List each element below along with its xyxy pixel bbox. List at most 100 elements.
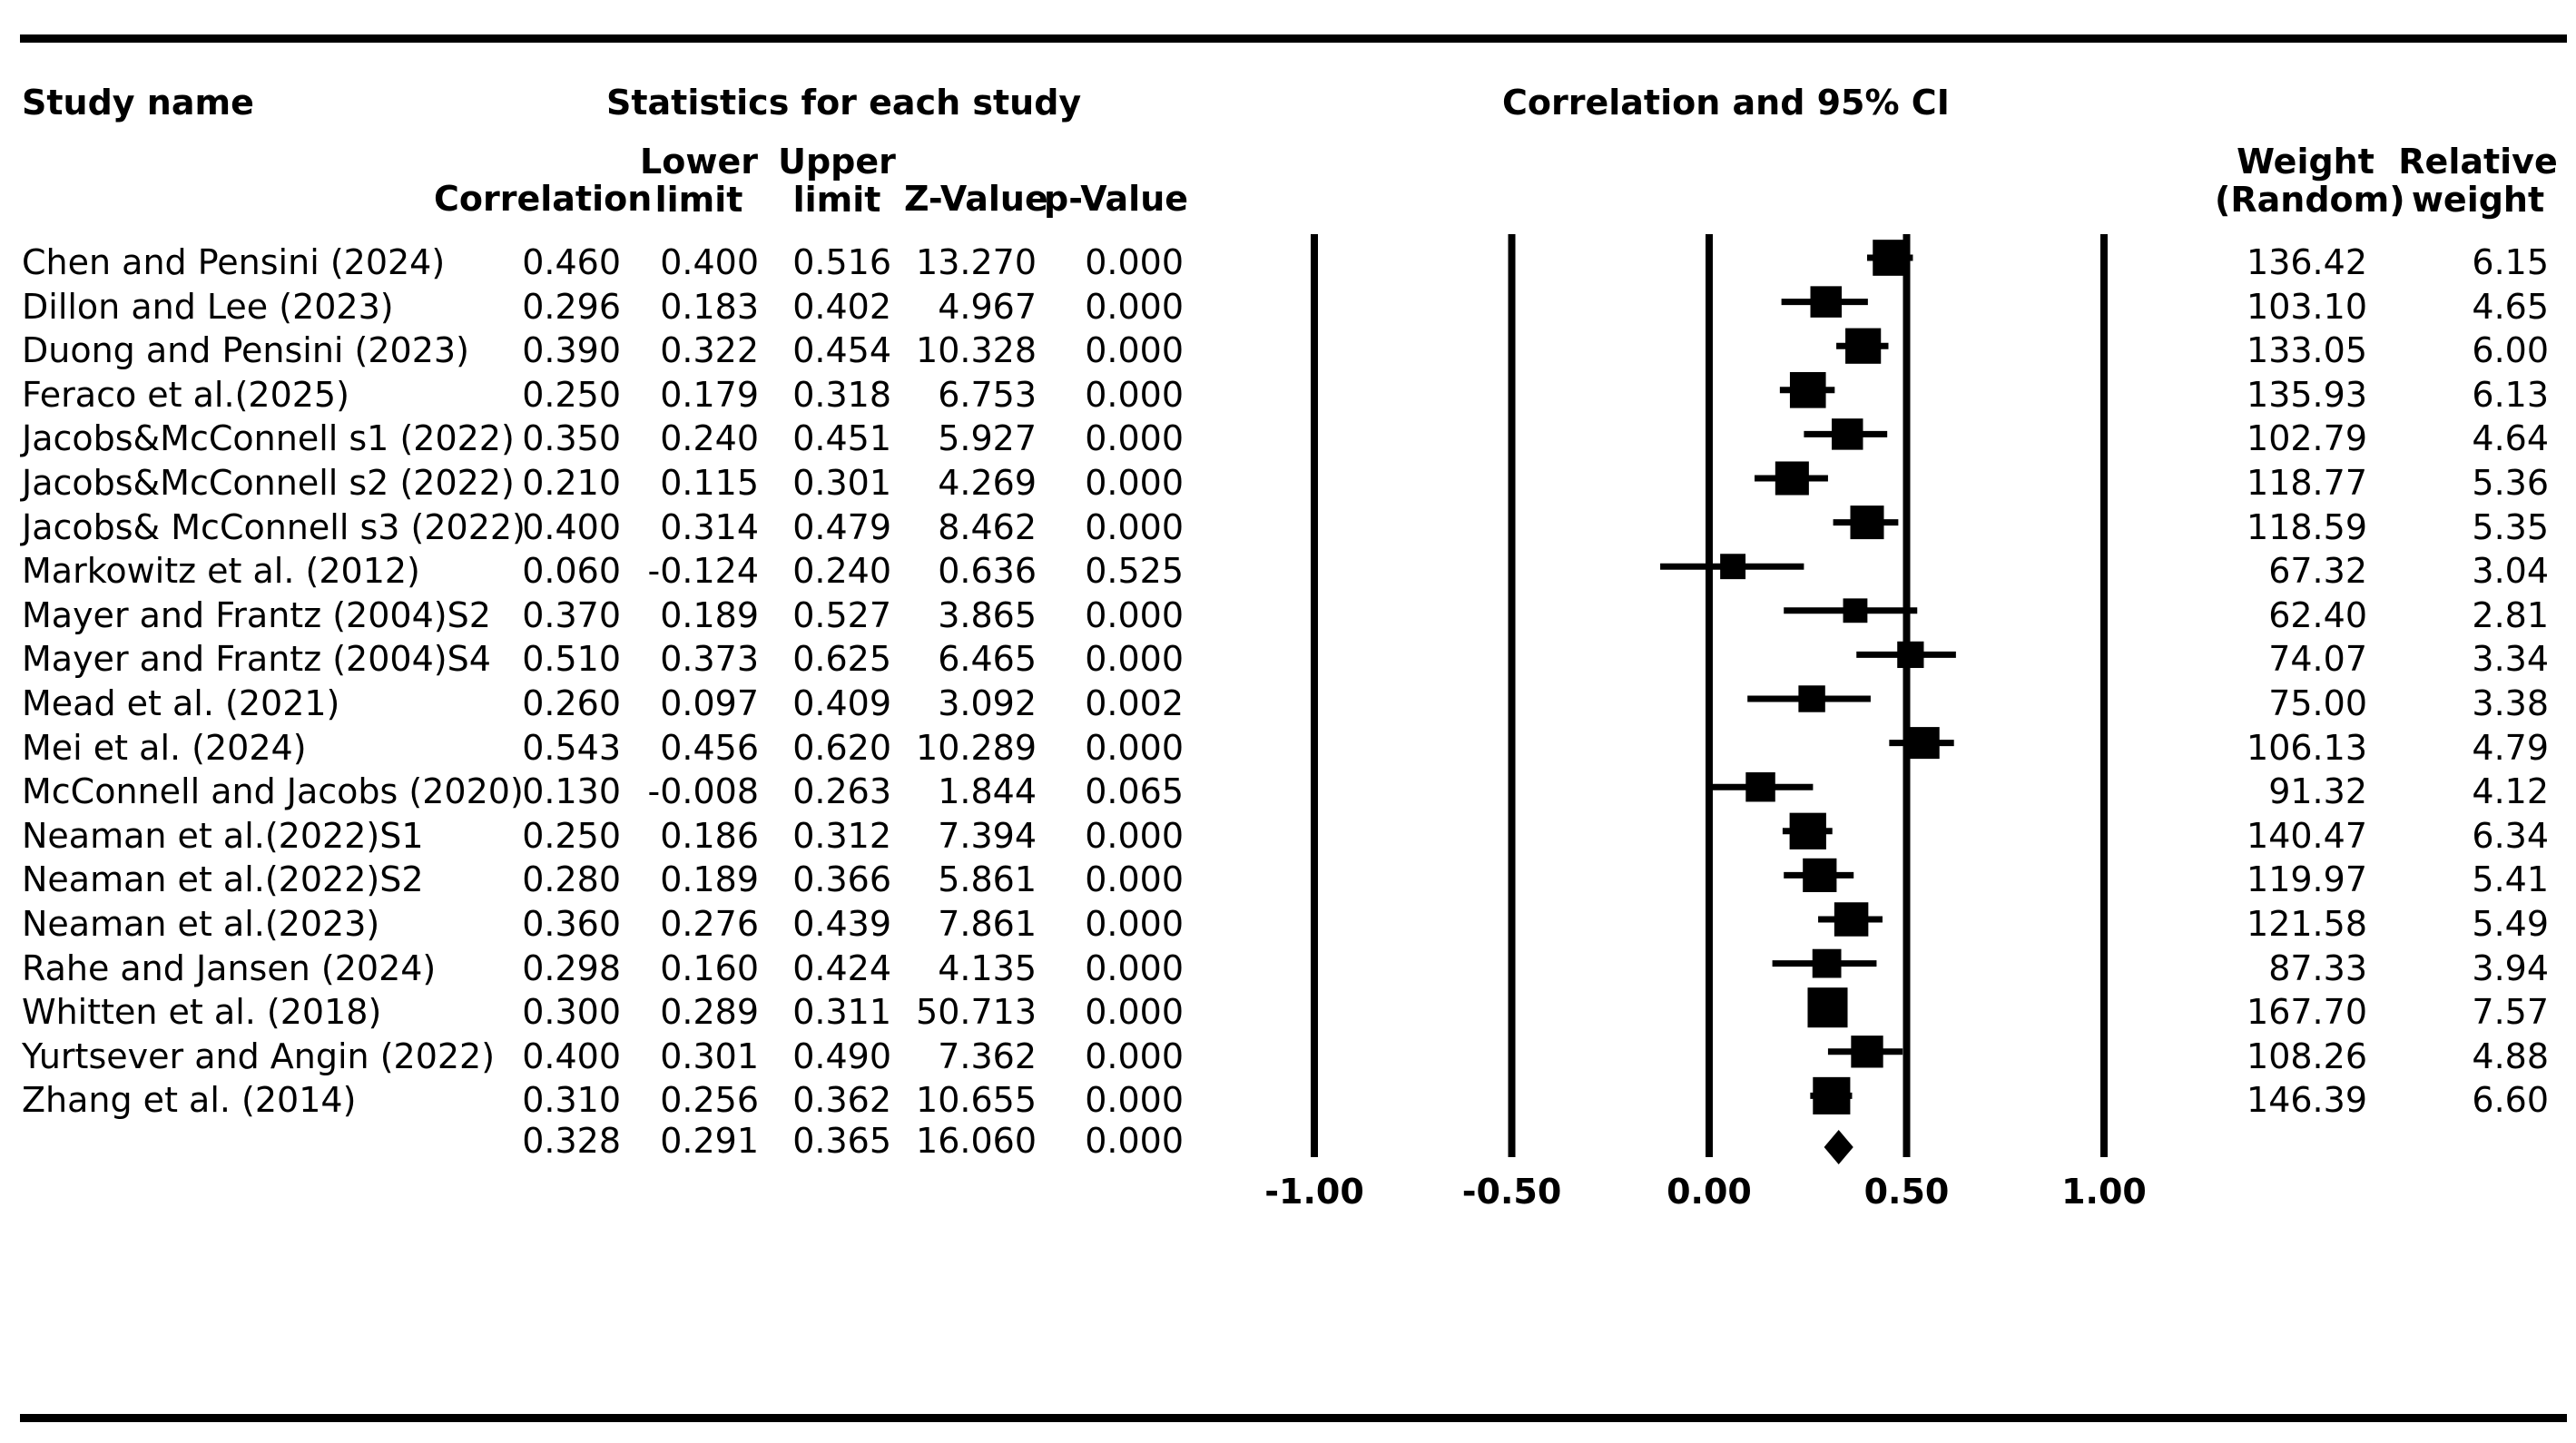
- effect-marker: [1789, 371, 1826, 408]
- weight-value: 75.00: [2268, 683, 2367, 723]
- weight-header: Weight (Random): [2215, 142, 2405, 219]
- study-name: Jacobs&McConnell s2 (2022): [22, 463, 515, 503]
- lower-limit-value: 0.301: [660, 1036, 759, 1076]
- correlation-value: 0.390: [522, 330, 621, 371]
- relative-weight-value: 3.04: [2472, 551, 2549, 592]
- upper-limit-value: 0.311: [792, 992, 891, 1033]
- study-name: Feraco et al.(2025): [22, 374, 349, 415]
- weight-value: 121.58: [2247, 904, 2367, 944]
- study-name-header: Study name: [22, 83, 254, 123]
- weight-value: 91.32: [2268, 771, 2367, 812]
- upper-limit-header-line1: Upper: [778, 142, 896, 182]
- study-name: Mei et al. (2024): [22, 727, 307, 768]
- relative-weight-value: 3.94: [2472, 947, 2549, 988]
- p-value: 0.065: [1085, 771, 1184, 812]
- relative-weight-value: 6.13: [2472, 374, 2549, 415]
- top-rule: [20, 34, 2567, 43]
- stats-header: Statistics for each study: [606, 83, 1082, 123]
- upper-limit-value: 0.409: [792, 683, 891, 723]
- relative-weight-value: 6.60: [2472, 1080, 2549, 1121]
- relative-weight-value: 4.88: [2472, 1036, 2549, 1076]
- weight-value: 74.07: [2268, 639, 2367, 680]
- p-value: 0.000: [1085, 286, 1184, 327]
- lower-limit-value: 0.322: [660, 330, 759, 371]
- x-tick-label: -0.50: [1462, 1172, 1562, 1212]
- weight-value: 135.93: [2247, 374, 2367, 415]
- upper-limit-header: Upper limit: [773, 142, 900, 219]
- z-value: 10.655: [916, 1080, 1037, 1121]
- effect-marker: [1907, 727, 1940, 760]
- z-value: 3.092: [938, 683, 1037, 723]
- z-value: 4.967: [938, 286, 1037, 327]
- effect-marker: [1745, 771, 1775, 802]
- effect-marker: [1807, 987, 1848, 1028]
- p-value: 0.000: [1085, 859, 1184, 900]
- study-name: Whitten et al. (2018): [22, 992, 382, 1033]
- z-value-header: Z-Value: [904, 179, 1048, 219]
- effect-marker: [1803, 858, 1837, 893]
- p-value: 0.000: [1085, 463, 1184, 503]
- relative-weight-header-line2: weight: [2411, 180, 2545, 220]
- relative-weight-value: 6.34: [2472, 815, 2549, 856]
- lower-limit-header-line1: Lower: [640, 142, 758, 182]
- study-name: Rahe and Jansen (2024): [22, 947, 437, 988]
- correlation-value: 0.510: [522, 639, 621, 680]
- p-value-header: p-Value: [1044, 179, 1189, 219]
- weight-value: 103.10: [2247, 286, 2367, 327]
- upper-limit-value: 0.240: [792, 551, 891, 592]
- z-value: 7.394: [938, 815, 1037, 856]
- correlation-value: 0.400: [522, 506, 621, 547]
- effect-marker: [1897, 641, 1924, 669]
- upper-limit-value: 0.527: [792, 594, 891, 635]
- study-name: Zhang et al. (2014): [22, 1080, 357, 1121]
- z-value: 5.927: [938, 418, 1037, 459]
- x-tick-label: 0.50: [1864, 1172, 1950, 1212]
- upper-limit-value: 0.318: [792, 374, 891, 415]
- study-name: Dillon and Lee (2023): [22, 286, 394, 327]
- z-value: 7.861: [938, 904, 1037, 944]
- lower-limit-value: 0.289: [660, 992, 759, 1033]
- weight-value: 133.05: [2247, 330, 2367, 371]
- correlation-value: 0.260: [522, 683, 621, 723]
- upper-limit-value: 0.362: [792, 1080, 891, 1121]
- relative-weight-value: 4.12: [2472, 771, 2549, 812]
- study-name: Chen and Pensini (2024): [22, 242, 446, 282]
- lower-limit-value: 0.097: [660, 683, 759, 723]
- upper-limit-value: 0.439: [792, 904, 891, 944]
- correlation-value: 0.060: [522, 551, 621, 592]
- lower-limit-value: 0.240: [660, 418, 759, 459]
- weight-value: 108.26: [2247, 1036, 2367, 1076]
- p-value: 0.000: [1085, 1080, 1184, 1121]
- x-tick-label: -1.00: [1264, 1172, 1364, 1212]
- study-name: Mayer and Frantz (2004)S2: [22, 594, 491, 635]
- lower-limit-value: -0.124: [647, 551, 760, 592]
- z-value: 3.865: [938, 594, 1037, 635]
- relative-weight-value: 5.41: [2472, 859, 2549, 900]
- relative-weight-value: 2.81: [2472, 594, 2549, 635]
- plot-header: Correlation and 95% CI: [1502, 83, 1950, 123]
- effect-marker: [1851, 1036, 1883, 1068]
- p-value: 0.000: [1085, 815, 1184, 856]
- correlation-value: 0.460: [522, 242, 621, 282]
- effect-marker: [1873, 240, 1909, 276]
- effect-marker: [1789, 812, 1826, 849]
- x-tick-label: 1.00: [2061, 1172, 2147, 1212]
- p-value: 0.002: [1085, 683, 1184, 723]
- upper-limit-value: 0.451: [792, 418, 891, 459]
- study-name: Mayer and Frantz (2004)S4: [22, 639, 491, 680]
- relative-weight-value: 6.15: [2472, 242, 2549, 282]
- relative-weight-value: 5.35: [2472, 506, 2549, 547]
- correlation-value: 0.130: [522, 771, 621, 812]
- lower-limit-value: 0.115: [660, 463, 759, 503]
- upper-limit-value: 0.620: [792, 727, 891, 768]
- correlation-value: 0.543: [522, 727, 621, 768]
- upper-limit-value: 0.479: [792, 506, 891, 547]
- upper-limit-value: 0.516: [792, 242, 891, 282]
- p-value: 0.000: [1085, 594, 1184, 635]
- relative-weight-value: 7.57: [2472, 992, 2549, 1033]
- effect-marker: [1798, 685, 1825, 712]
- effect-marker: [1843, 598, 1868, 623]
- weight-value: 62.40: [2268, 594, 2367, 635]
- x-tick-label: 0.00: [1667, 1172, 1752, 1212]
